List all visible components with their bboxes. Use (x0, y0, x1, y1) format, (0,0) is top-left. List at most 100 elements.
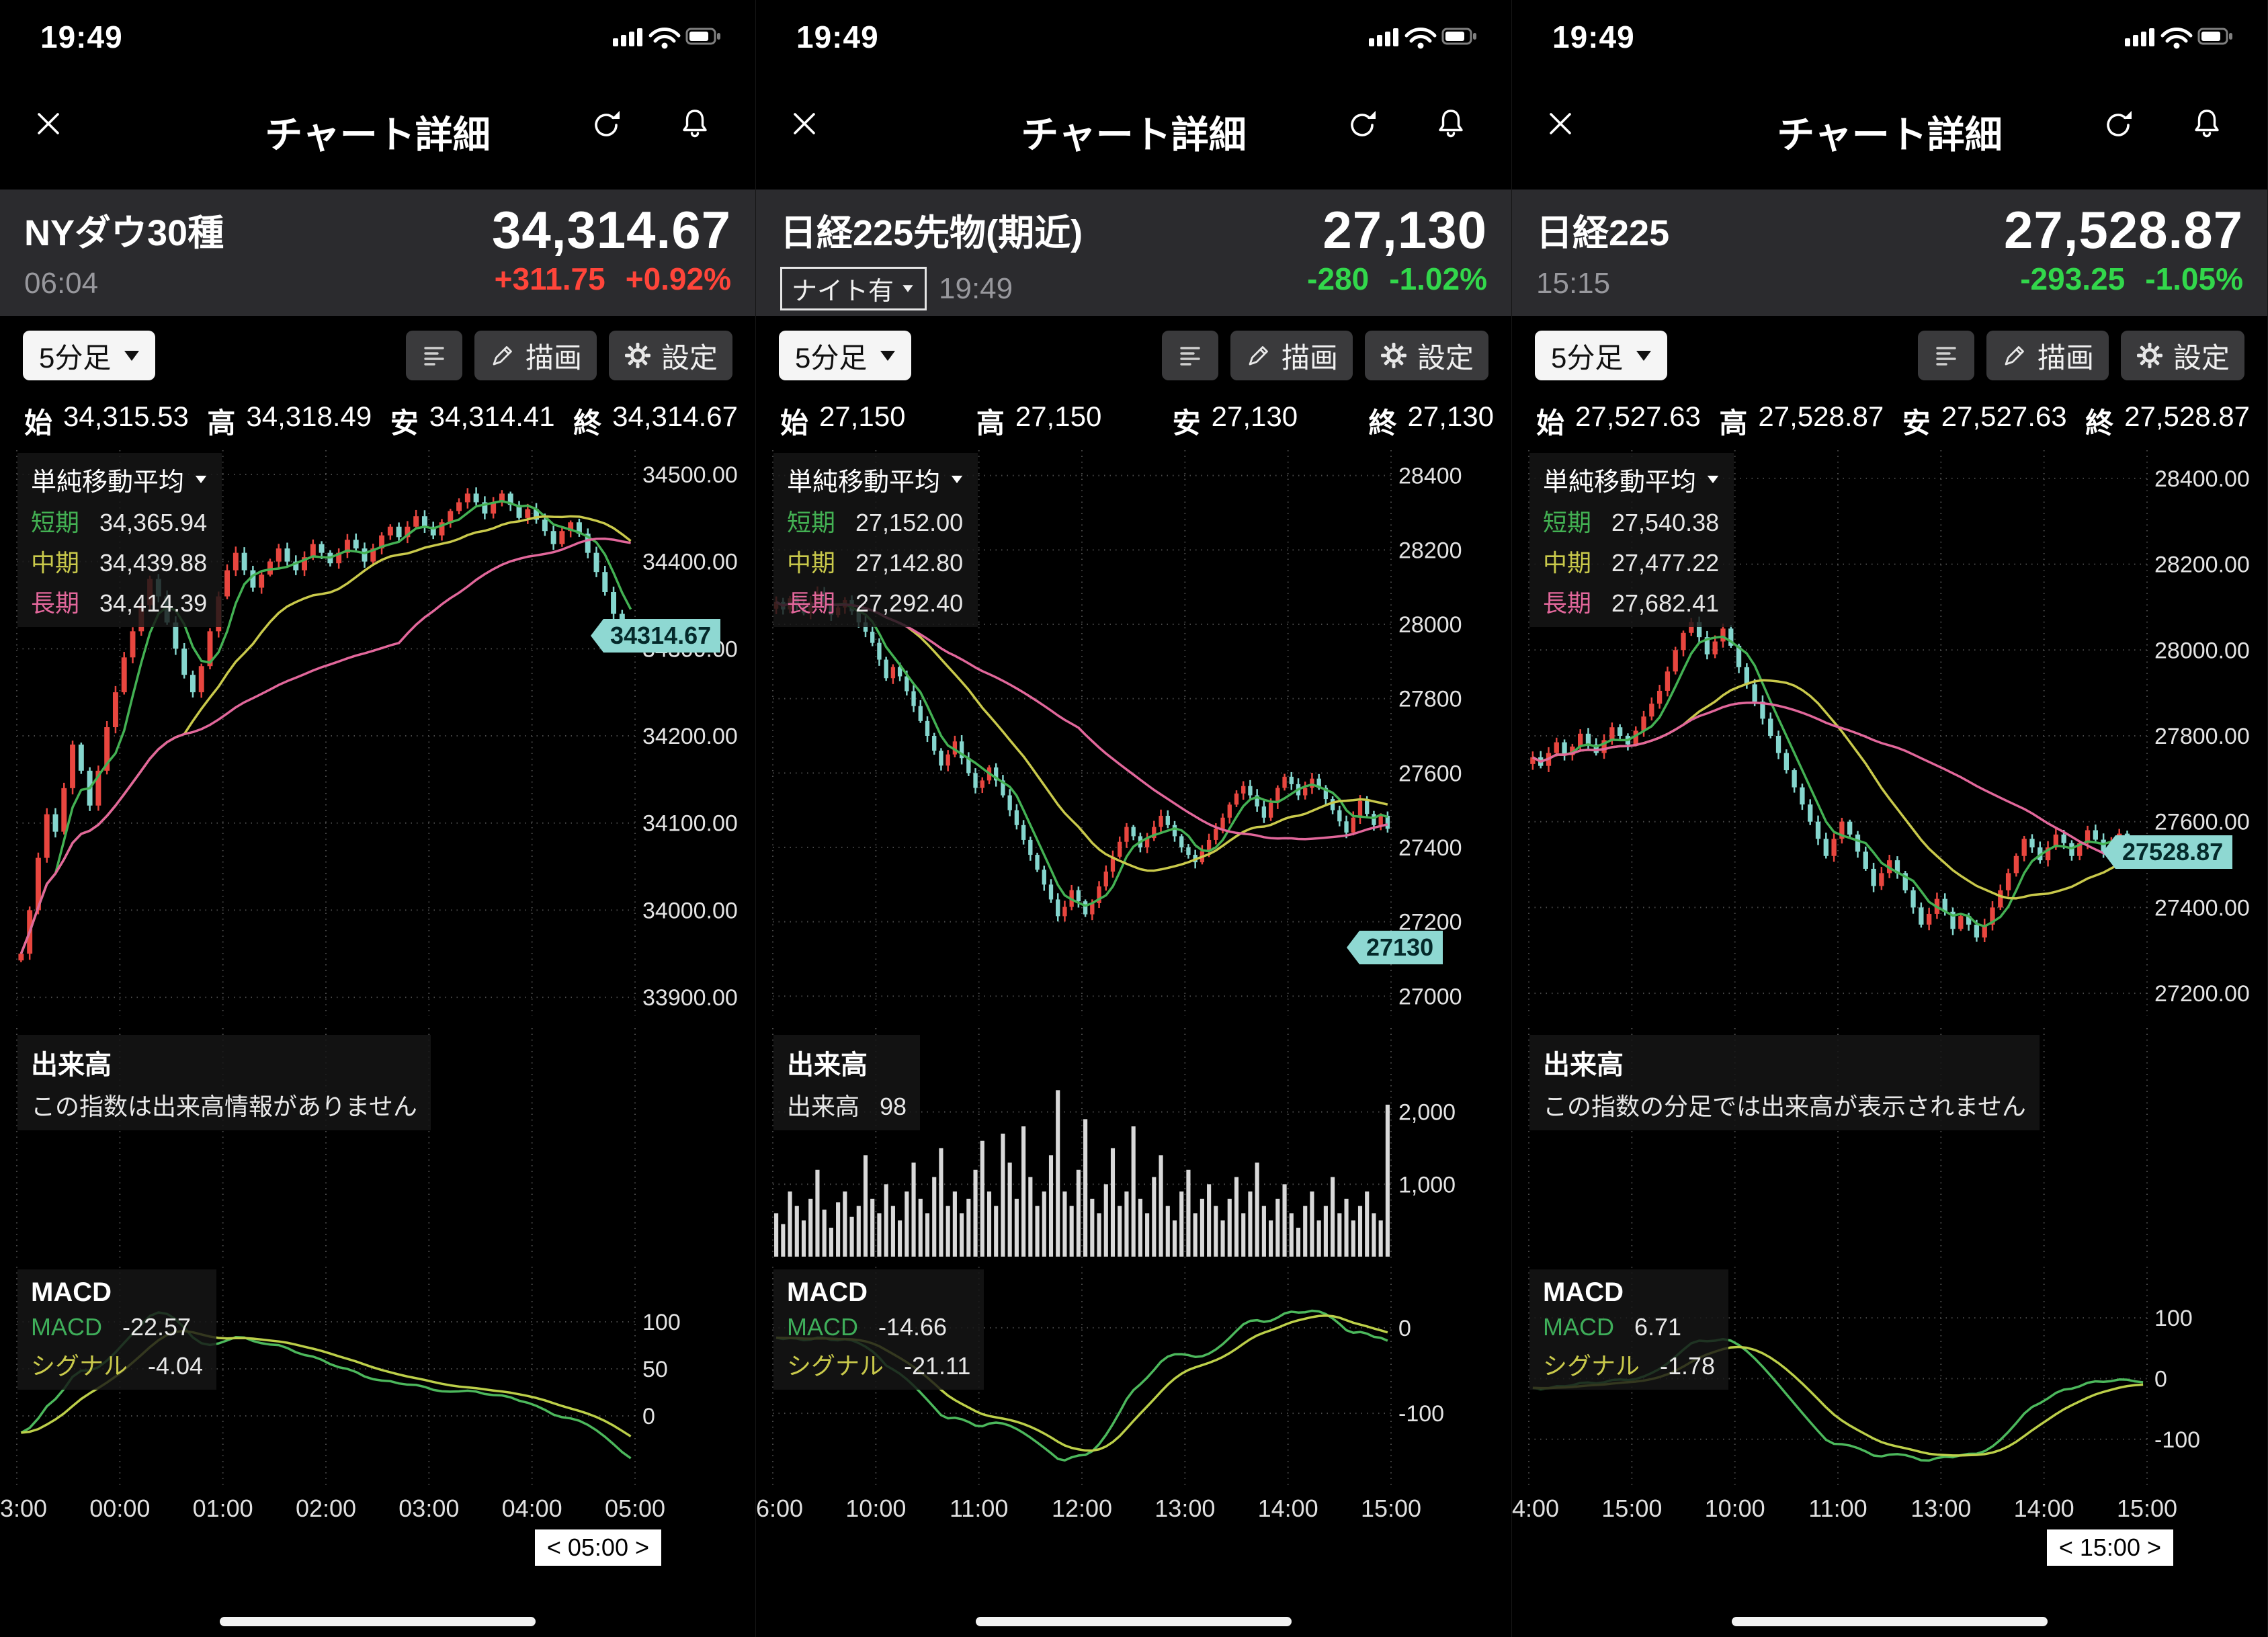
change-percent: +0.92% (625, 261, 731, 296)
volume-message: この指数の分足では出来高が表示されません (1543, 1093, 2026, 1120)
quote-time: 19:49 (939, 271, 1013, 305)
close-icon[interactable] (1544, 108, 1577, 142)
gear-icon (624, 343, 650, 368)
volume-value: 98 (880, 1093, 907, 1120)
svg-text:100: 100 (642, 1310, 681, 1335)
page-title: チャート詳細 (1021, 113, 1247, 156)
price-chart[interactable]: 28400.00 28200.00 28000.00 27800.00 27600.00… (1512, 444, 2267, 1021)
close-icon[interactable] (32, 108, 65, 142)
notifications-bell-icon[interactable] (1433, 106, 1468, 143)
open-label: 始 (780, 407, 809, 439)
macd-legend[interactable]: MACD MACD -14.66 シグナル -21.11 (773, 1269, 984, 1390)
change-value: +311.75 (494, 261, 605, 296)
home-indicator[interactable] (220, 1617, 536, 1626)
svg-text:27600: 27600 (1398, 761, 1462, 786)
svg-text:27400: 27400 (1398, 835, 1462, 861)
ma-short-value: 27,152.00 (855, 509, 964, 536)
svg-text:100: 100 (2154, 1306, 2193, 1331)
indicator-list-button[interactable] (405, 331, 462, 380)
macd-pane[interactable]: 100 50 0 MACD MACD -22.57 シグナル -4.04 (0, 1267, 755, 1488)
status-icons (1368, 24, 1482, 50)
notifications-bell-icon[interactable] (2189, 106, 2224, 143)
draw-button[interactable]: 描画 (474, 331, 597, 380)
x-axis-label: 11:00 (1808, 1495, 1867, 1522)
ma-legend[interactable]: 単純移動平均 短期 27,152.00 中期 27,142.80 長期 27,292.… (773, 453, 978, 627)
ma-title: 単純移動平均 (1543, 468, 1697, 497)
settings-button[interactable]: 設定 (2120, 331, 2244, 380)
volume-pane[interactable]: 出来高 この指数は出来高情報がありません (0, 1028, 755, 1260)
draw-button[interactable]: 描画 (1230, 331, 1353, 380)
time-nav-box[interactable]: < 15:00 > (2046, 1529, 2173, 1566)
time-nav-box[interactable]: < 05:00 > (534, 1529, 661, 1566)
volume-legend[interactable]: 出来高 この指数は出来高情報がありません (17, 1035, 431, 1130)
notifications-bell-icon[interactable] (677, 106, 712, 143)
chevron-down-icon (880, 350, 896, 361)
last-price-tag: 27528.87 (2102, 835, 2233, 870)
ticker-header: 日経225先物(期近) ナイト有 19:49 27,130 -280 -1.02… (756, 190, 1511, 316)
ma-short-value: 27,540.38 (1611, 509, 1720, 536)
interval-dropdown[interactable]: 5分足 (23, 331, 156, 380)
macd-pane[interactable]: 100 0 -100 MACD MACD 6.71 シグナル -1.78 (1512, 1267, 2267, 1488)
cellular-signal-icon (613, 28, 642, 46)
status-icons-svg (613, 28, 720, 49)
refresh-icon[interactable] (589, 108, 624, 144)
macd-legend[interactable]: MACD MACD 6.71 シグナル -1.78 (1529, 1269, 1729, 1390)
svg-text:28200.00: 28200.00 (2154, 552, 2250, 578)
interval-label: 5分足 (795, 341, 868, 374)
draw-button[interactable]: 描画 (1986, 331, 2109, 380)
draw-label: 描画 (2037, 341, 2094, 374)
indicator-list-button[interactable] (1917, 331, 1974, 380)
interval-dropdown[interactable]: 5分足 (1535, 331, 1668, 380)
svg-text:27600.00: 27600.00 (2154, 810, 2250, 835)
list-icon (1936, 347, 1956, 366)
x-axis-label: 02:00 (295, 1495, 357, 1522)
ma-legend[interactable]: 単純移動平均 短期 27,540.38 中期 27,477.22 長期 27,682.… (1529, 453, 1734, 627)
interval-dropdown[interactable]: 5分足 (779, 331, 912, 380)
macd-pane[interactable]: 0 -100 MACD MACD -14.66 シグナル -21.11 (756, 1267, 1511, 1488)
volume-pane[interactable]: 出来高 この指数の分足では出来高が表示されません (1512, 1028, 2267, 1260)
volume-legend[interactable]: 出来高 この指数の分足では出来高が表示されません (1529, 1035, 2040, 1130)
last-price: 27,528.87 (2003, 200, 2243, 259)
close-value: 27,130 (1407, 401, 1494, 432)
svg-text:0: 0 (642, 1404, 655, 1429)
ma-mid-label: 中期 (1543, 549, 1592, 577)
price-chart[interactable]: 28400 28200 28000 27800 27600 27400 27200 27000… (756, 444, 1511, 1021)
close-icon[interactable] (788, 108, 821, 142)
last-price: 27,130 (1322, 200, 1487, 259)
ma-short-label: 短期 (787, 509, 836, 536)
x-axis-label: 10:00 (845, 1495, 907, 1522)
status-bar: 19:49 (0, 17, 755, 56)
settings-button[interactable]: 設定 (608, 331, 732, 380)
low-value: 34,314.41 (429, 401, 555, 432)
low-label: 安 (1172, 407, 1201, 439)
volume-pane[interactable]: 2,000 1,000 出来高 出来高 98 (756, 1028, 1511, 1260)
x-axis-label: 14:00 (1512, 1495, 1560, 1522)
time-axis: 23:00 00:00 01:00 02:00 03:00 04:00 05:00 (0, 1495, 755, 1524)
ma-long-label: 長期 (787, 589, 836, 617)
price-chart[interactable]: 34500.0034400.0034300.0034200.0034100.00… (0, 444, 755, 1021)
volume-legend[interactable]: 出来高 出来高 98 (773, 1035, 921, 1130)
x-axis-label: 10:00 (1704, 1495, 1765, 1522)
high-label: 高 (207, 407, 236, 439)
status-time: 19:49 (40, 19, 123, 54)
night-session-badge[interactable]: ナイト有 (780, 267, 927, 310)
signal-value: -21.11 (904, 1352, 971, 1380)
refresh-icon[interactable] (1345, 108, 1380, 144)
status-icons (612, 24, 726, 50)
ma-mid-value: 34,439.88 (99, 549, 208, 577)
ticker-header: NYダウ30種 06:04 34,314.67 +311.75 +0.92% (0, 190, 755, 316)
home-indicator[interactable] (976, 1617, 1292, 1626)
phone-screen: 19:49 (756, 0, 1512, 1637)
ma-legend[interactable]: 単純移動平均 短期 34,365.94 中期 34,439.88 長期 34,414.… (17, 453, 222, 627)
list-icon (424, 347, 444, 366)
svg-text:2,000: 2,000 (1398, 1100, 1456, 1126)
volume-message: この指数は出来高情報がありません (31, 1093, 417, 1120)
settings-button[interactable]: 設定 (1364, 331, 1488, 380)
refresh-icon[interactable] (2101, 108, 2136, 144)
svg-text:27000: 27000 (1398, 984, 1462, 1009)
macd-legend[interactable]: MACD MACD -22.57 シグナル -4.04 (17, 1269, 217, 1390)
high-value: 34,318.49 (246, 401, 372, 432)
home-indicator[interactable] (1732, 1617, 2048, 1626)
indicator-list-button[interactable] (1161, 331, 1218, 380)
